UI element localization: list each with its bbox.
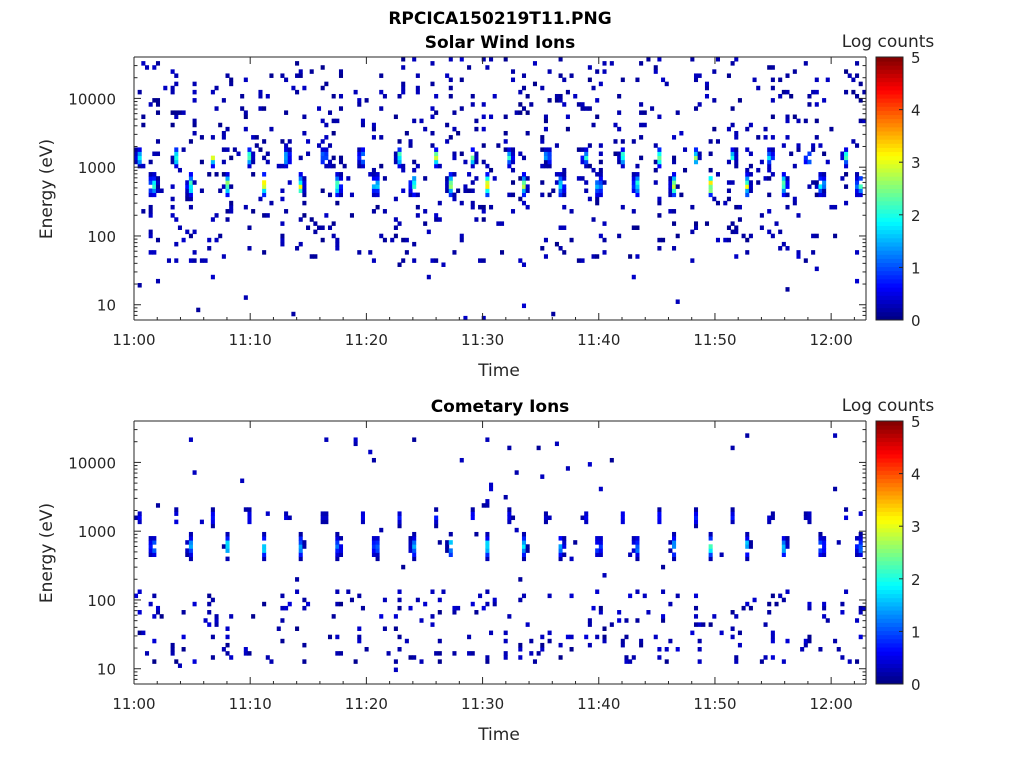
x-tick-label: 11:10 bbox=[229, 695, 272, 713]
heatmap-cells bbox=[134, 433, 867, 673]
colorbar-tick-label: 4 bbox=[911, 102, 921, 120]
colorbar-tick-label: 1 bbox=[911, 623, 921, 641]
colorbar-tick-label: 4 bbox=[911, 466, 921, 484]
y-tick-label: 1000 bbox=[78, 523, 116, 541]
colorbar-label: Log counts bbox=[842, 32, 935, 52]
x-tick-label: 11:00 bbox=[112, 331, 155, 349]
x-tick-label: 11:40 bbox=[577, 331, 620, 349]
heatmap-area bbox=[134, 421, 867, 684]
figure-title: RPCICA150219T11.PNG bbox=[388, 9, 611, 29]
y-tick-label: 100 bbox=[87, 228, 116, 246]
colorbar-tick-label: 2 bbox=[911, 207, 921, 225]
heatmap-cells bbox=[134, 57, 867, 321]
x-tick-label: 11:20 bbox=[345, 695, 388, 713]
colorbar-label: Log counts bbox=[842, 396, 935, 416]
x-tick-label: 12:00 bbox=[810, 331, 853, 349]
colorbar-tick-label: 5 bbox=[911, 413, 921, 431]
y-tick-label: 10 bbox=[97, 297, 116, 315]
x-axis-label: Time bbox=[477, 725, 520, 745]
cometary-ions-panel: Cometary Ions Log counts 11:00 11:10 11:20… bbox=[37, 396, 934, 745]
colorbar-tick-label: 5 bbox=[911, 49, 921, 67]
axes: 11:00 11:10 11:20 11:30 11:40 11:50 12:00 10 100… bbox=[68, 420, 867, 713]
colorbar-tick-label: 0 bbox=[911, 676, 921, 694]
x-tick-label: 11:30 bbox=[461, 331, 504, 349]
colorbar-frame bbox=[875, 420, 904, 685]
colorbar-tick-label: 0 bbox=[911, 312, 921, 330]
panel-title: Solar Wind Ions bbox=[425, 33, 576, 53]
x-tick-label: 11:10 bbox=[229, 331, 272, 349]
x-tick-label: 12:00 bbox=[810, 695, 853, 713]
x-tick-label: 11:50 bbox=[693, 331, 736, 349]
colorbar-tick-label: 2 bbox=[911, 571, 921, 589]
x-axis-label: Time bbox=[477, 361, 520, 381]
heatmap-area bbox=[134, 57, 867, 321]
colorbar-tick-label: 3 bbox=[911, 518, 921, 536]
colorbar-tick-label: 3 bbox=[911, 154, 921, 172]
colorbar: 0 1 2 3 4 5 bbox=[875, 49, 921, 330]
axes: 11:00 11:10 11:20 11:30 11:40 11:50 12:00 10 100… bbox=[68, 56, 867, 349]
colorbar-frame bbox=[875, 56, 904, 321]
colorbar: 0 1 2 3 4 5 bbox=[875, 413, 921, 694]
y-axis-label: Energy (eV) bbox=[37, 139, 57, 239]
y-tick-label: 10000 bbox=[68, 454, 116, 472]
x-tick-label: 11:00 bbox=[112, 695, 155, 713]
x-tick-label: 11:40 bbox=[577, 695, 620, 713]
x-tick-label: 11:30 bbox=[461, 695, 504, 713]
y-tick-label: 10 bbox=[97, 661, 116, 679]
x-tick-label: 11:20 bbox=[345, 331, 388, 349]
solar-wind-ions-panel: Solar Wind Ions Log counts 11:00 11:10 11:… bbox=[37, 32, 934, 381]
y-tick-label: 10000 bbox=[68, 90, 116, 108]
x-tick-label: 11:50 bbox=[693, 695, 736, 713]
colorbar-tick-label: 1 bbox=[911, 259, 921, 277]
panel-title: Cometary Ions bbox=[431, 397, 570, 417]
y-tick-label: 1000 bbox=[78, 159, 116, 177]
y-tick-label: 100 bbox=[87, 592, 116, 610]
y-axis-label: Energy (eV) bbox=[37, 503, 57, 603]
